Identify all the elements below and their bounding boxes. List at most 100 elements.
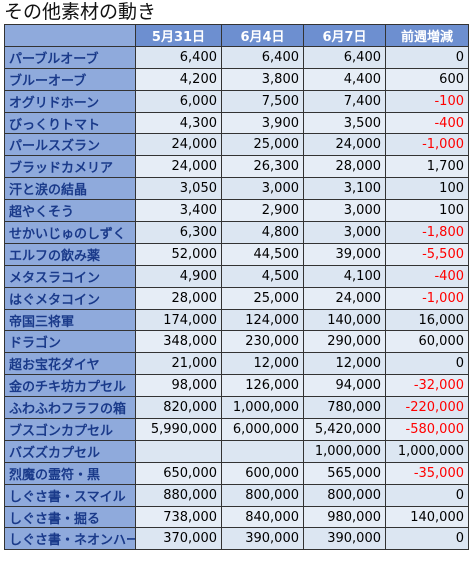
- price-jun4-cell: 230,000: [221, 330, 304, 354]
- weekly-change-cell: 100: [385, 177, 469, 201]
- price-jun4-cell: 3,900: [221, 111, 304, 135]
- price-may31-cell: 738,000: [135, 505, 222, 529]
- table-row: しぐさ書・掘る 738,000 840,000 980,000 140,000: [4, 505, 469, 529]
- price-jun7-cell: 780,000: [303, 396, 386, 420]
- weekly-change-cell: 100: [385, 199, 469, 223]
- price-table: 5月31日 6月4日 6月7日 前週増減 パーブルオーブ 6,400 6,400 6,…: [4, 24, 469, 551]
- item-name-cell: 烈魔の霊符・黒: [4, 461, 136, 485]
- table-row: せかいじゅのしずく 6,300 4,800 3,000 -1,800: [4, 221, 469, 244]
- weekly-change-cell: 0: [385, 45, 469, 69]
- price-may31-cell: 820,000: [135, 396, 222, 420]
- price-jun4-cell: 126,000: [221, 374, 304, 398]
- price-may31-cell: 174,000: [135, 308, 222, 332]
- weekly-change-cell: -35,000: [385, 461, 469, 485]
- table-row: ドラゴン 348,000 230,000 290,000 60,000: [4, 330, 469, 354]
- price-jun4-cell: 840,000: [221, 505, 304, 529]
- weekly-change-cell: -5,500: [385, 242, 469, 266]
- price-jun4-cell: 3,000: [221, 177, 304, 201]
- price-jun4-cell: 12,000: [221, 352, 304, 376]
- price-jun4-cell: [221, 439, 304, 463]
- weekly-change-cell: -100: [385, 89, 469, 113]
- header-row: 5月31日 6月4日 6月7日 前週増減: [4, 24, 469, 47]
- price-may31-cell: 6,400: [135, 45, 222, 69]
- weekly-change-cell: 0: [385, 527, 469, 551]
- table-row: ブルーオーブ 4,200 3,800 4,400 600: [4, 67, 469, 91]
- price-may31-cell: 6,000: [135, 89, 222, 113]
- price-jun7-cell: 24,000: [303, 133, 386, 157]
- table-row: エルフの飲み薬 52,000 44,500 39,000 -5,500: [4, 242, 469, 266]
- price-jun7-cell: 3,100: [303, 177, 386, 201]
- item-name-cell: パールスズラン: [4, 133, 136, 157]
- price-jun7-cell: 140,000: [303, 308, 386, 332]
- price-jun7-cell: 4,100: [303, 264, 386, 288]
- item-name-cell: 帝国三将軍: [4, 308, 136, 332]
- price-jun4-cell: 800,000: [221, 483, 304, 507]
- price-may31-cell: 650,000: [135, 461, 222, 485]
- price-jun7-cell: 980,000: [303, 505, 386, 529]
- weekly-change-cell: 140,000: [385, 505, 469, 529]
- price-jun7-cell: 12,000: [303, 352, 386, 376]
- price-may31-cell: 24,000: [135, 155, 222, 179]
- price-jun7-cell: 3,500: [303, 111, 386, 135]
- item-name-cell: エルフの飲み薬: [4, 242, 136, 266]
- item-name-cell: バズズカプセル: [4, 439, 136, 463]
- weekly-change-cell: 60,000: [385, 330, 469, 354]
- price-jun7-cell: 800,000: [303, 483, 386, 507]
- price-may31-cell: 24,000: [135, 133, 222, 157]
- price-jun4-cell: 4,800: [221, 221, 304, 244]
- weekly-change-cell: -220,000: [385, 396, 469, 420]
- table-row: 帝国三将軍 174,000 124,000 140,000 16,000: [4, 308, 469, 332]
- table-row: ふわふわフラフの箱 820,000 1,000,000 780,000 -220,000: [4, 396, 469, 420]
- price-jun7-cell: 28,000: [303, 155, 386, 179]
- price-jun7-cell: 390,000: [303, 527, 386, 551]
- item-name-cell: しぐさ書・ネオンハート: [4, 527, 136, 551]
- table-row: 汗と涙の結晶 3,050 3,000 3,100 100: [4, 177, 469, 201]
- price-jun7-cell: 5,420,000: [303, 418, 386, 441]
- price-jun7-cell: 1,000,000: [303, 439, 386, 463]
- price-jun7-cell: 94,000: [303, 374, 386, 398]
- table-row: ブスゴンカプセル 5,990,000 6,000,000 5,420,000 -580,…: [4, 418, 469, 441]
- price-may31-cell: 3,400: [135, 199, 222, 223]
- weekly-change-cell: -400: [385, 264, 469, 288]
- weekly-change-cell: -400: [385, 111, 469, 135]
- header-diff: 前週増減: [385, 24, 469, 47]
- price-jun4-cell: 390,000: [221, 527, 304, 551]
- table-row: ブラッドカメリア 24,000 26,300 28,000 1,700: [4, 155, 469, 179]
- price-may31-cell: 5,990,000: [135, 418, 222, 441]
- table-row: メタスラコイン 4,900 4,500 4,100 -400: [4, 264, 469, 288]
- table-row: オグリドホーン 6,000 7,500 7,400 -100: [4, 89, 469, 113]
- price-may31-cell: 3,050: [135, 177, 222, 201]
- header-date-3: 6月7日: [303, 24, 386, 47]
- price-jun7-cell: 6,400: [303, 45, 386, 69]
- table-row: しぐさ書・スマイル 880,000 800,000 800,000 0: [4, 483, 469, 507]
- header-date-2: 6月4日: [221, 24, 304, 47]
- weekly-change-cell: 0: [385, 483, 469, 507]
- price-jun4-cell: 2,900: [221, 199, 304, 223]
- price-jun7-cell: 565,000: [303, 461, 386, 485]
- item-name-cell: ドラゴン: [4, 330, 136, 354]
- header-corner: [4, 24, 136, 47]
- price-jun4-cell: 600,000: [221, 461, 304, 485]
- price-jun4-cell: 44,500: [221, 242, 304, 266]
- table-row: 超お宝花ダイヤ 21,000 12,000 12,000 0: [4, 352, 469, 376]
- item-name-cell: しぐさ書・掘る: [4, 505, 136, 529]
- table-row: はぐメタコイン 28,000 25,000 24,000 -1,000: [4, 286, 469, 310]
- weekly-change-cell: -1,000: [385, 133, 469, 157]
- price-jun4-cell: 4,500: [221, 264, 304, 288]
- price-jun7-cell: 39,000: [303, 242, 386, 266]
- table-row: パーブルオーブ 6,400 6,400 6,400 0: [4, 45, 469, 69]
- price-may31-cell: 52,000: [135, 242, 222, 266]
- price-may31-cell: 370,000: [135, 527, 222, 551]
- item-name-cell: 金のチキ坊カプセル: [4, 374, 136, 398]
- weekly-change-cell: -1,000: [385, 286, 469, 310]
- price-jun4-cell: 7,500: [221, 89, 304, 113]
- item-name-cell: メタスラコイン: [4, 264, 136, 288]
- price-jun4-cell: 124,000: [221, 308, 304, 332]
- page-title: その他素材の動き: [4, 1, 157, 23]
- item-name-cell: びっくりトマト: [4, 111, 136, 135]
- item-name-cell: しぐさ書・スマイル: [4, 483, 136, 507]
- item-name-cell: 超お宝花ダイヤ: [4, 352, 136, 376]
- item-name-cell: 汗と涙の結晶: [4, 177, 136, 201]
- weekly-change-cell: 600: [385, 67, 469, 91]
